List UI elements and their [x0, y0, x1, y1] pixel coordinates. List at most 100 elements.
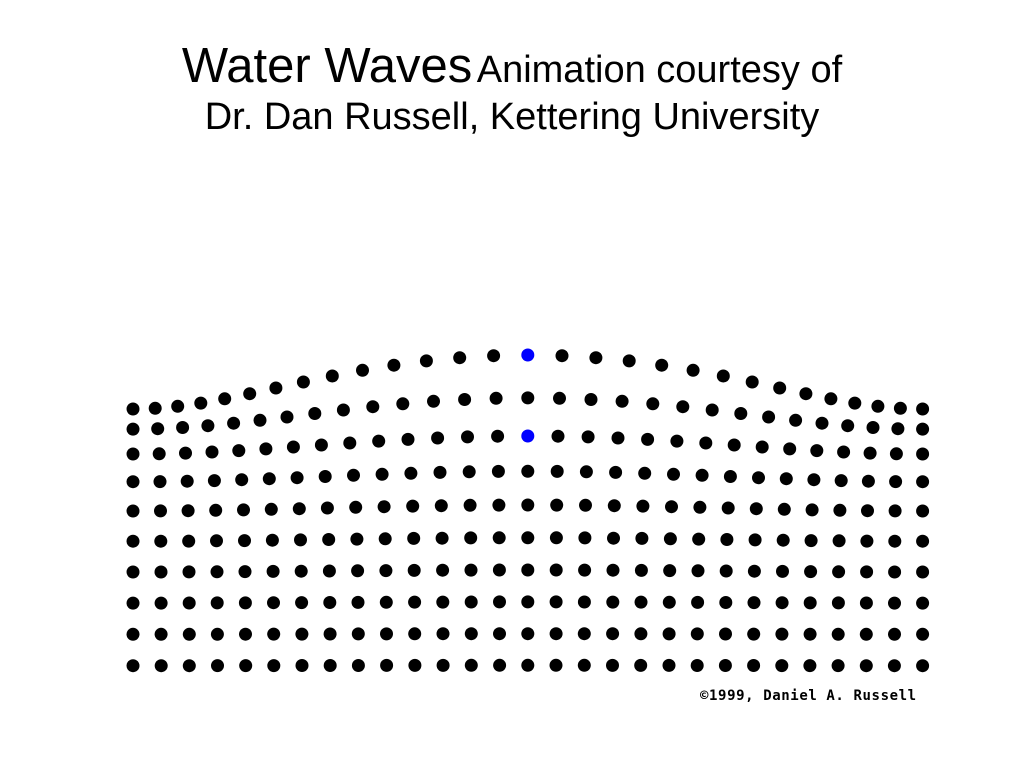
water-particle — [493, 627, 506, 641]
water-particle — [777, 502, 791, 516]
water-particle — [655, 358, 669, 372]
water-particle — [295, 627, 309, 641]
water-particle — [218, 392, 232, 406]
water-particle — [521, 498, 535, 512]
water-particle — [720, 533, 734, 546]
water-particle — [194, 396, 208, 410]
water-particle — [579, 498, 592, 512]
water-particle — [323, 659, 337, 672]
water-particle — [859, 659, 873, 673]
water-particle — [663, 564, 677, 578]
water-particle — [755, 440, 769, 454]
water-particle — [747, 564, 761, 578]
water-particle — [887, 659, 901, 673]
water-particle — [692, 532, 706, 546]
water-particle — [550, 498, 564, 512]
water-particle — [458, 393, 472, 406]
water-particle — [589, 351, 603, 365]
water-particle — [916, 596, 930, 610]
water-particle — [207, 474, 221, 488]
water-particle — [747, 596, 761, 610]
water-particle — [662, 658, 676, 672]
water-particle — [419, 354, 433, 368]
water-particle — [521, 627, 535, 641]
water-particle — [783, 442, 797, 456]
water-particle — [803, 627, 817, 641]
water-particle — [662, 595, 676, 609]
water-particle — [837, 445, 851, 459]
water-particle — [734, 407, 748, 420]
water-particle — [375, 467, 389, 481]
water-particle — [210, 534, 223, 548]
water-particle — [492, 563, 506, 577]
water-particle — [286, 440, 300, 454]
water-particle — [292, 502, 306, 516]
water-particle — [126, 534, 140, 548]
water-particle — [154, 659, 168, 673]
water-particle — [464, 627, 478, 641]
water-particle — [239, 627, 252, 641]
water-particle — [646, 397, 660, 411]
water-particle — [891, 422, 905, 436]
water-particle — [690, 627, 704, 641]
water-particle — [126, 447, 140, 461]
water-particle — [351, 595, 365, 609]
water-particle — [491, 429, 505, 443]
water-particle — [152, 447, 166, 461]
water-particle — [325, 369, 339, 383]
highlighted-particle — [521, 429, 535, 443]
water-particle — [634, 595, 648, 609]
water-particle — [521, 391, 535, 405]
water-particle — [799, 387, 813, 401]
water-particle — [453, 351, 467, 365]
water-particle — [810, 444, 824, 458]
water-particle — [435, 531, 449, 545]
water-particle — [848, 396, 862, 410]
water-particle — [126, 504, 140, 518]
title-main: Water Waves — [181, 39, 473, 93]
water-particle — [294, 533, 307, 547]
water-particle — [408, 658, 422, 672]
water-particle — [723, 470, 737, 483]
water-particle — [662, 627, 676, 641]
water-particle — [262, 472, 276, 486]
water-particle — [380, 658, 394, 672]
water-particle — [237, 503, 250, 517]
water-particle — [434, 499, 448, 513]
water-particle — [407, 531, 421, 545]
water-particle — [549, 531, 563, 545]
water-particle — [238, 534, 251, 548]
water-particle — [555, 349, 569, 363]
water-particle — [232, 444, 246, 458]
water-particle — [577, 595, 591, 609]
water-particle — [431, 431, 445, 445]
water-particle — [126, 565, 140, 579]
water-particle — [691, 564, 705, 578]
water-particle — [607, 499, 621, 513]
water-particle — [615, 394, 629, 408]
water-particle — [550, 464, 564, 478]
water-particle — [491, 464, 505, 478]
water-particle — [719, 596, 733, 609]
water-particle — [553, 391, 566, 405]
water-particle — [749, 502, 763, 516]
water-particle — [351, 627, 365, 641]
water-particle — [295, 659, 309, 672]
water-particle — [831, 659, 845, 673]
water-particle — [436, 563, 450, 577]
water-particle — [396, 397, 410, 411]
water-particle — [521, 464, 535, 478]
water-particle — [243, 387, 257, 401]
water-particle — [888, 596, 901, 610]
water-particle — [670, 434, 684, 448]
water-particle — [775, 659, 789, 673]
water-particle — [436, 658, 450, 672]
water-particle — [861, 474, 875, 488]
water-particle — [227, 416, 241, 430]
title-line-1: Water Waves Animation courtesy of — [0, 38, 1024, 95]
water-particle — [176, 421, 190, 434]
water-particle — [464, 563, 478, 577]
water-particle — [727, 438, 741, 452]
water-particle — [762, 410, 776, 424]
water-particle — [833, 503, 847, 517]
